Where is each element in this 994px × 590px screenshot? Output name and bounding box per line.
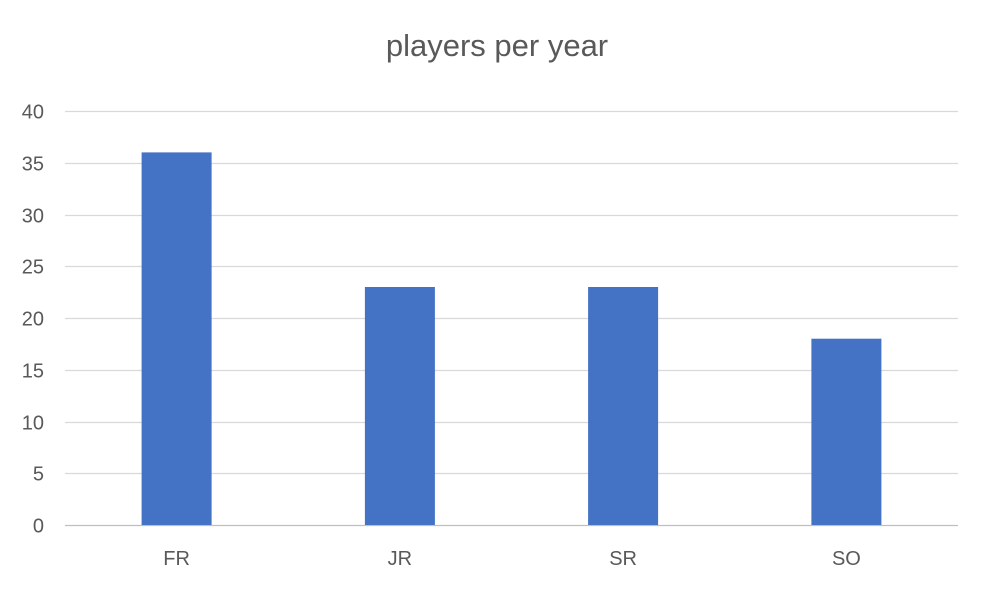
bar-jr xyxy=(364,287,435,525)
y-tick-label: 5 xyxy=(33,464,44,486)
x-tick-label: SR xyxy=(609,548,637,570)
bar-sr xyxy=(588,287,659,525)
x-tick-label: SO xyxy=(832,548,861,570)
bar-so xyxy=(811,338,882,525)
y-tick-label: 15 xyxy=(22,361,44,383)
y-tick-label: 35 xyxy=(22,154,44,176)
bar-fr xyxy=(141,152,212,525)
chart-title: players per year xyxy=(385,28,609,63)
x-tick-label: JR xyxy=(388,548,412,570)
y-tick-label: 10 xyxy=(22,413,44,435)
y-tick-label: 0 xyxy=(33,516,44,538)
x-tick-label: FR xyxy=(163,548,190,570)
y-tick-label: 20 xyxy=(22,309,44,331)
y-tick-label: 40 xyxy=(22,102,44,124)
y-tick-label: 25 xyxy=(22,257,44,279)
y-tick-label: 30 xyxy=(22,206,44,228)
